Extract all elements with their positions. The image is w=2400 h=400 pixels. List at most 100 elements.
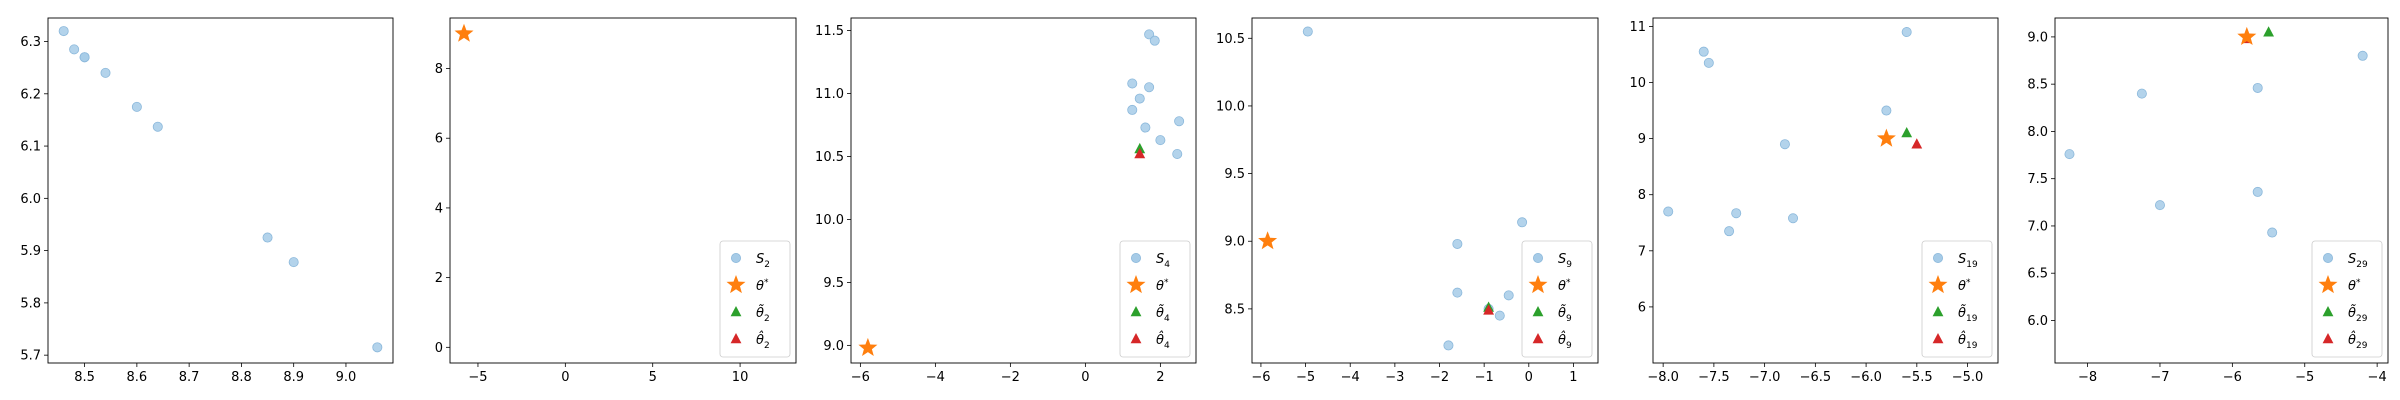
sample-point bbox=[1302, 26, 1313, 37]
legend-label: S9 bbox=[1558, 252, 1572, 270]
x-tick-label: 8.8 bbox=[231, 370, 252, 385]
y-tick-label: 2 bbox=[435, 271, 443, 286]
y-tick-label: 10.5 bbox=[815, 150, 844, 165]
x-tick-label: 5 bbox=[649, 370, 657, 385]
sample-point bbox=[1901, 27, 1912, 38]
x-tick-label: −2 bbox=[1430, 370, 1449, 385]
legend-label: θ̂19 bbox=[1958, 331, 1978, 351]
sample-point bbox=[1724, 226, 1735, 237]
sample-point bbox=[1127, 104, 1138, 115]
y-tick-label: 6.1 bbox=[20, 140, 41, 155]
x-tick-label: −4 bbox=[2368, 370, 2387, 385]
legend-theta-hat-marker bbox=[1532, 333, 1544, 344]
sample-point bbox=[69, 44, 80, 55]
legend-theta-star-marker bbox=[2318, 275, 2338, 294]
sample-point bbox=[2252, 82, 2263, 93]
y-tick-label: 9.5 bbox=[823, 276, 844, 291]
legend-theta-tilde-marker bbox=[1130, 306, 1142, 317]
sample-point bbox=[1494, 310, 1505, 321]
legend-box bbox=[719, 240, 791, 358]
x-tick-label: −4 bbox=[1341, 370, 1360, 385]
x-tick-label: −1 bbox=[1475, 370, 1494, 385]
legend-theta-hat-marker bbox=[2322, 333, 2334, 344]
x-tick-label: 1 bbox=[1569, 370, 1577, 385]
legend-label: θ̂29 bbox=[2348, 331, 2368, 351]
y-tick-label: 7.5 bbox=[2027, 172, 2048, 187]
plot-frame bbox=[2054, 17, 2389, 364]
x-tick-label: −2 bbox=[1001, 370, 1020, 385]
legend-label: θ* bbox=[756, 278, 769, 294]
x-tick-label: 0 bbox=[1081, 370, 1089, 385]
x-tick-label: 9.0 bbox=[336, 370, 357, 385]
legend-theta-star-marker bbox=[1126, 275, 1146, 294]
legend-sample-marker bbox=[2322, 252, 2333, 263]
legend: S4 θ* θ̃4 θ̂4 bbox=[1119, 240, 1191, 358]
y-tick-label: 10.0 bbox=[815, 213, 844, 228]
y-tick-label: 6.0 bbox=[2027, 314, 2048, 329]
legend-box bbox=[1921, 240, 1993, 358]
x-tick-label: −7.5 bbox=[1698, 370, 1730, 385]
plot-frame bbox=[1251, 17, 1599, 364]
x-tick-label: 8.5 bbox=[74, 370, 95, 385]
x-tick-label: −8.0 bbox=[1647, 370, 1679, 385]
y-tick-label: 8.0 bbox=[2027, 125, 2048, 140]
chart-panel-1: 8.5 8.6 8.7 8.8 8.9 9.0 5.7 5.8 5.9 6.0 6.1 6.2 6.3 bbox=[20, 17, 394, 385]
x-tick-label: −6.5 bbox=[1800, 370, 1832, 385]
x-tick-label: −8 bbox=[2078, 370, 2097, 385]
chart-panel-4: −6 −5 −4 −3 −2 −1 0 1 8.5 9.0 9.5 10.0 10.5 S9 θ* θ̃9 θ̂… bbox=[1216, 17, 1599, 385]
x-tick-label: −7 bbox=[2150, 370, 2169, 385]
x-tick-label: 10 bbox=[732, 370, 749, 385]
y-tick-label: 11.5 bbox=[815, 24, 844, 39]
legend-label: θ̃2 bbox=[756, 305, 770, 324]
sample-point bbox=[1127, 78, 1138, 89]
sample-point bbox=[372, 342, 383, 353]
legend-label: θ* bbox=[1558, 278, 1571, 294]
legend-label: θ̃9 bbox=[1558, 305, 1572, 324]
sample-point bbox=[1144, 29, 1155, 40]
legend-box bbox=[2311, 240, 2383, 358]
legend-label: θ* bbox=[1958, 278, 1971, 294]
x-tick-label: −5 bbox=[2295, 370, 2314, 385]
sample-point bbox=[1503, 290, 1514, 301]
y-tick-label: 8 bbox=[1638, 188, 1646, 203]
y-tick-label: 11 bbox=[1629, 20, 1646, 35]
legend-box bbox=[1119, 240, 1191, 358]
legend-theta-star-marker bbox=[1528, 275, 1548, 294]
theta-star-marker bbox=[1876, 128, 1896, 147]
y-tick-label: 0 bbox=[435, 341, 443, 356]
y-tick-label: 5.7 bbox=[20, 349, 41, 364]
theta-tilde-marker bbox=[1901, 127, 1913, 138]
y-tick-label: 9.0 bbox=[1224, 235, 1245, 250]
legend-label: S19 bbox=[1958, 252, 1978, 270]
y-tick-label: 10 bbox=[1629, 76, 1646, 91]
sample-point bbox=[58, 26, 69, 37]
theta-tilde-marker bbox=[2263, 26, 2274, 37]
sample-point bbox=[1149, 35, 1160, 46]
y-tick-label: 4 bbox=[435, 201, 443, 216]
sample-point bbox=[1172, 148, 1183, 159]
sample-point bbox=[1703, 57, 1714, 68]
legend-label: θ* bbox=[2348, 278, 2361, 294]
x-tick-label: 2 bbox=[1156, 370, 1164, 385]
sample-point bbox=[1443, 340, 1454, 351]
sample-point bbox=[1788, 213, 1799, 224]
legend: S29 θ* θ̃29 θ̂29 bbox=[2311, 240, 2383, 358]
x-tick-label: −4 bbox=[926, 370, 945, 385]
y-tick-label: 6 bbox=[435, 132, 443, 147]
sample-point bbox=[2252, 186, 2263, 197]
chart-panel-6: −8 −7 −6 −5 −4 6.0 6.5 7.0 7.5 8.0 8.5 9.0 S29 θ* θ̃29… bbox=[2027, 17, 2389, 385]
legend-label: θ̂4 bbox=[1156, 331, 1170, 351]
y-tick-label: 10.0 bbox=[1216, 99, 1245, 114]
y-tick-label: 8.5 bbox=[1224, 302, 1245, 317]
chart-panel-5: −8.0 −7.5 −7.0 −6.5 −6.0 −5.5 −5.0 6 7 8 9 10 11 S19 θ… bbox=[1629, 17, 1999, 385]
theta-star-marker bbox=[454, 23, 474, 42]
sample-point bbox=[1779, 139, 1790, 150]
sample-point bbox=[1881, 105, 1892, 116]
sample-point bbox=[79, 52, 90, 63]
plot-frame bbox=[449, 17, 797, 364]
plot-frame bbox=[850, 17, 1197, 364]
x-tick-label: −6.0 bbox=[1850, 370, 1882, 385]
legend-theta-star-marker bbox=[726, 275, 746, 294]
sample-point bbox=[2154, 200, 2165, 211]
